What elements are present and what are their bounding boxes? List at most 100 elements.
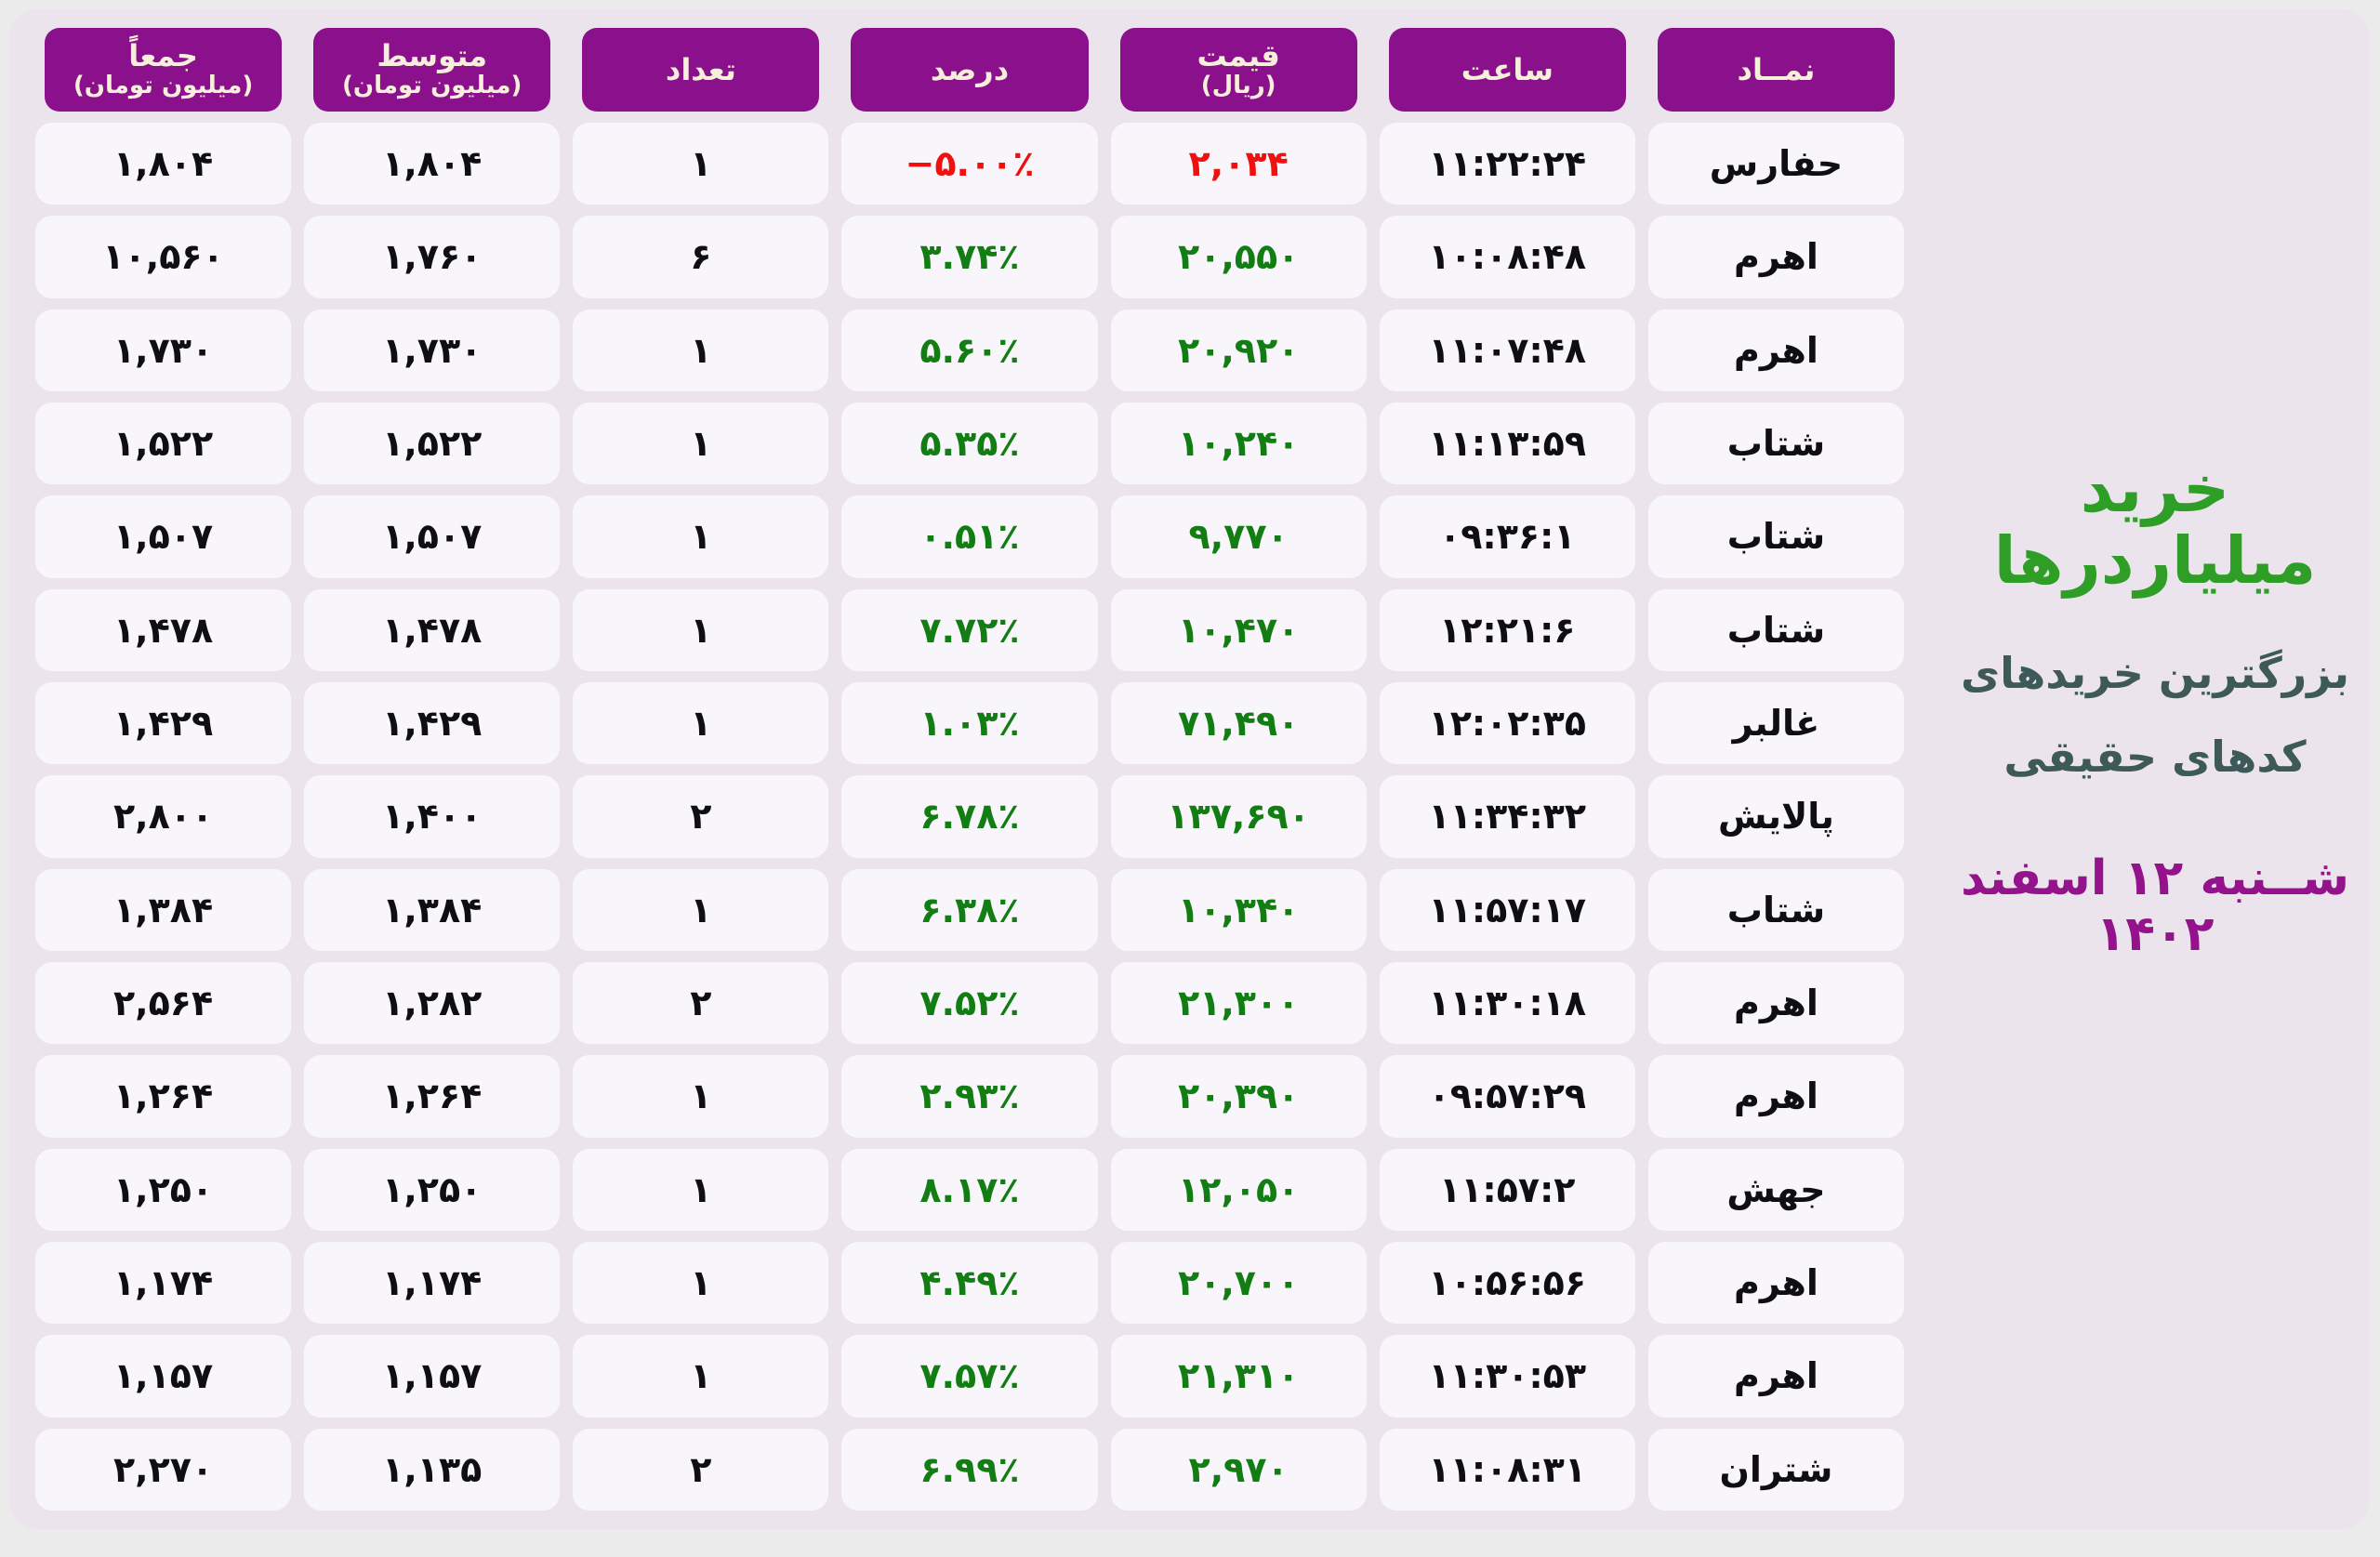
total-cell: ۱۰,۵۶۰ — [35, 216, 292, 298]
time-cell: ۰۹:۳۶:۱ — [1379, 495, 1635, 578]
column-header-label: تعداد — [665, 51, 736, 87]
total-cell: ۱,۵۰۷ — [35, 495, 292, 578]
price-cell: ۱۰,۳۴۰ — [1110, 868, 1367, 951]
price-cell: ۲۱,۳۰۰ — [1110, 961, 1367, 1045]
average-cell: ۱,۴۲۹ — [304, 681, 561, 765]
price-cell: ۲۰,۵۵۰ — [1110, 216, 1367, 298]
time-cell: ۱۱:۰۷:۴۸ — [1379, 309, 1635, 391]
symbol-cell: اهرم — [1647, 309, 1904, 391]
time-cell: ۱۲:۲۱:۶ — [1379, 588, 1635, 671]
count-cell: ۲ — [573, 1428, 829, 1511]
time-cell: ۱۲:۰۲:۳۵ — [1379, 681, 1635, 765]
total-cell: ۱,۲۵۰ — [35, 1148, 292, 1231]
count-cell: ۲ — [573, 775, 829, 858]
page-subtitle-line2: کدهای حقیقی — [2003, 731, 2307, 782]
table-row: شتاب ۱۱:۱۳:۵۹ ۱۰,۲۴۰ ۵.۳۵٪ ۱ ۱,۵۲۲ ۱,۵۲۲ — [35, 402, 1904, 485]
price-cell: ۲۰,۷۰۰ — [1110, 1241, 1367, 1325]
total-cell: ۱,۸۰۴ — [35, 123, 292, 205]
table-row: جهش ۱۱:۵۷:۲ ۱۲,۰۵۰ ۸.۱۷٪ ۱ ۱,۲۵۰ ۱,۲۵۰ — [35, 1148, 1904, 1231]
count-cell: ۲ — [573, 961, 829, 1045]
symbol-cell: شتاب — [1647, 402, 1904, 485]
column-header-sublabel: (میلیون تومان) — [73, 72, 254, 100]
time-cell: ۱۱:۱۳:۵۹ — [1379, 402, 1635, 485]
symbol-cell: اهرم — [1647, 216, 1904, 298]
symbol-cell: حفارس — [1647, 123, 1904, 205]
table-row: اهرم ۰۹:۵۷:۲۹ ۲۰,۳۹۰ ۲.۹۳٪ ۱ ۱,۲۶۴ ۱,۲۶۴ — [35, 1055, 1904, 1138]
percent-cell: ۶.۷۸٪ — [841, 775, 1098, 858]
percent-cell: ۷.۷۲٪ — [841, 588, 1098, 671]
total-cell: ۱,۴۷۸ — [35, 588, 292, 671]
column-header-label: جمعاً — [128, 37, 198, 73]
table-row: اهرم ۱۰:۵۶:۵۶ ۲۰,۷۰۰ ۴.۴۹٪ ۱ ۱,۱۷۴ ۱,۱۷۴ — [35, 1241, 1904, 1325]
price-cell: ۷۱,۴۹۰ — [1110, 681, 1367, 765]
price-cell: ۱۳۷,۶۹۰ — [1110, 775, 1367, 858]
price-cell: ۲۰,۳۹۰ — [1110, 1055, 1367, 1138]
count-cell: ۶ — [573, 216, 829, 298]
percent-cell: ۳.۷۴٪ — [841, 216, 1098, 298]
average-cell: ۱,۱۵۷ — [304, 1335, 561, 1418]
table-row: پالایش ۱۱:۳۴:۳۲ ۱۳۷,۶۹۰ ۶.۷۸٪ ۲ ۱,۴۰۰ ۲,… — [35, 775, 1904, 858]
percent-cell: ۲.۹۳٪ — [841, 1055, 1098, 1138]
table-header-row: نمــاد ساعت قیمت (ریال) درصد تعداد متوسط — [35, 28, 1904, 112]
percent-cell: ۷.۵۷٪ — [841, 1335, 1098, 1418]
average-cell: ۱,۲۸۲ — [304, 961, 561, 1045]
price-cell: ۱۰,۴۷۰ — [1110, 588, 1367, 671]
count-cell: ۱ — [573, 402, 829, 485]
column-header-label: قیمت — [1197, 37, 1280, 73]
price-cell: ۱۲,۰۵۰ — [1110, 1148, 1367, 1231]
table-row: اهرم ۱۱:۳۰:۵۳ ۲۱,۳۱۰ ۷.۵۷٪ ۱ ۱,۱۵۷ ۱,۱۵۷ — [35, 1335, 1904, 1418]
average-cell: ۱,۳۸۴ — [304, 868, 561, 951]
price-cell: ۲۱,۳۱۰ — [1110, 1335, 1367, 1418]
count-cell: ۱ — [573, 868, 829, 951]
price-cell: ۲۰,۹۲۰ — [1110, 309, 1367, 391]
average-cell: ۱,۲۶۴ — [304, 1055, 561, 1138]
count-cell: ۱ — [573, 681, 829, 765]
total-cell: ۲,۸۰۰ — [35, 775, 292, 858]
table-row: اهرم ۱۰:۰۸:۴۸ ۲۰,۵۵۰ ۳.۷۴٪ ۶ ۱,۷۶۰ ۱۰,۵۶… — [35, 216, 1904, 298]
table-row: حفارس ۱۱:۲۲:۲۴ ۲,۰۳۴ −۵.۰۰٪ ۱ ۱,۸۰۴ ۱,۸۰… — [35, 123, 1904, 205]
column-header-sublabel: (ریال) — [1200, 72, 1276, 100]
page-subtitle-line1: بزرگترین خریدهای — [1960, 648, 2350, 698]
average-cell: ۱,۵۰۷ — [304, 495, 561, 578]
price-cell: ۱۰,۲۴۰ — [1110, 402, 1367, 485]
symbol-cell: اهرم — [1647, 961, 1904, 1045]
column-header-sublabel: (میلیون تومان) — [342, 72, 522, 100]
percent-cell: ۶.۹۹٪ — [841, 1428, 1098, 1511]
percent-cell: ۴.۴۹٪ — [841, 1241, 1098, 1325]
symbol-cell: شتران — [1647, 1428, 1904, 1511]
column-header-time: ساعت — [1388, 28, 1626, 112]
average-cell: ۱,۱۳۵ — [304, 1428, 561, 1511]
table-row: شتاب ۱۱:۵۷:۱۷ ۱۰,۳۴۰ ۶.۳۸٪ ۱ ۱,۳۸۴ ۱,۳۸۴ — [35, 868, 1904, 951]
column-header-label: متوسط — [377, 37, 488, 73]
price-cell: ۲,۰۳۴ — [1110, 123, 1367, 205]
count-cell: ۱ — [573, 1241, 829, 1325]
average-cell: ۱,۴۷۸ — [304, 588, 561, 671]
symbol-cell: جهش — [1647, 1148, 1904, 1231]
billionaires-buy-table: نمــاد ساعت قیمت (ریال) درصد تعداد متوسط — [9, 9, 1930, 1529]
time-cell: ۱۱:۰۸:۳۱ — [1379, 1428, 1635, 1511]
total-cell: ۱,۳۸۴ — [35, 868, 292, 951]
symbol-cell: شتاب — [1647, 495, 1904, 578]
time-cell: ۱۱:۳۰:۵۳ — [1379, 1335, 1635, 1418]
total-cell: ۱,۷۳۰ — [35, 309, 292, 391]
count-cell: ۱ — [573, 309, 829, 391]
count-cell: ۱ — [573, 1055, 829, 1138]
column-header-total: جمعاً (میلیون تومان) — [45, 28, 283, 112]
price-cell: ۹,۷۷۰ — [1110, 495, 1367, 578]
column-header-label: نمــاد — [1737, 51, 1816, 87]
average-cell: ۱,۱۷۴ — [304, 1241, 561, 1325]
total-cell: ۱,۱۷۴ — [35, 1241, 292, 1325]
percent-cell: ۸.۱۷٪ — [841, 1148, 1098, 1231]
count-cell: ۱ — [573, 1148, 829, 1231]
average-cell: ۱,۸۰۴ — [304, 123, 561, 205]
percent-cell: ۰.۵۱٪ — [841, 495, 1098, 578]
average-cell: ۱,۲۵۰ — [304, 1148, 561, 1231]
symbol-cell: شتاب — [1647, 868, 1904, 951]
time-cell: ۱۱:۳۰:۱۸ — [1379, 961, 1635, 1045]
time-cell: ۱۱:۳۴:۳۲ — [1379, 775, 1635, 858]
average-cell: ۱,۴۰۰ — [304, 775, 561, 858]
percent-cell: ۱.۰۳٪ — [841, 681, 1098, 765]
total-cell: ۱,۵۲۲ — [35, 402, 292, 485]
column-header-label: درصد — [930, 51, 1010, 87]
time-cell: ۱۰:۵۶:۵۶ — [1379, 1241, 1635, 1325]
